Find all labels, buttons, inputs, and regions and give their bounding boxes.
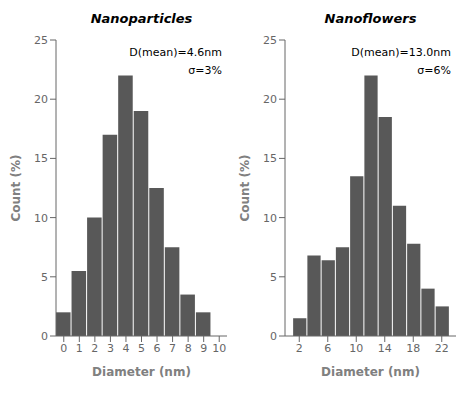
svg-text:22: 22 [435, 342, 449, 355]
svg-text:8: 8 [185, 342, 192, 355]
svg-text:3: 3 [107, 342, 114, 355]
html-text:Nanoflowers: Nanoflowers [324, 11, 417, 26]
svg-text:9: 9 [200, 342, 207, 355]
svg-text:0: 0 [41, 330, 48, 343]
svg-text:25: 25 [263, 34, 277, 47]
svg-text:2: 2 [91, 342, 98, 355]
svg-text:1: 1 [76, 342, 83, 355]
svg-text:25: 25 [34, 34, 48, 47]
svg-text:10: 10 [349, 342, 363, 355]
svg-text:10: 10 [212, 342, 226, 355]
svg-text:2: 2 [296, 342, 303, 355]
svg-text:6: 6 [324, 342, 331, 355]
svg-text:10: 10 [34, 212, 48, 225]
svg-text:20: 20 [34, 93, 48, 106]
svg-text:Count (%): Count (%) [9, 154, 23, 221]
html-text:D(mean)=13.0nm: D(mean)=13.0nm [351, 46, 451, 59]
svg-text:7: 7 [169, 342, 176, 355]
svg-text:5: 5 [138, 342, 145, 355]
svg-text:Diameter (nm): Diameter (nm) [92, 365, 191, 379]
svg-text:18: 18 [406, 342, 420, 355]
svg-text:4: 4 [122, 342, 129, 355]
svg-text:20: 20 [263, 93, 277, 106]
svg-text:10: 10 [263, 212, 277, 225]
svg-text:0: 0 [60, 342, 67, 355]
html-text:σ=3%: σ=3% [188, 63, 222, 77]
svg-text:15: 15 [263, 152, 277, 165]
svg-text:0: 0 [270, 330, 277, 343]
html-text:D(mean)=4.6nm: D(mean)=4.6nm [129, 46, 222, 59]
svg-text:15: 15 [34, 152, 48, 165]
svg-text:5: 5 [270, 271, 277, 284]
html-text:Nanoparticles: Nanoparticles [90, 11, 193, 26]
svg-text:14: 14 [378, 342, 392, 355]
svg-text:Diameter (nm): Diameter (nm) [321, 365, 420, 379]
html-text:σ=6%: σ=6% [417, 63, 451, 77]
svg-text:Count (%): Count (%) [238, 154, 252, 221]
svg-text:5: 5 [41, 271, 48, 284]
svg-text:6: 6 [154, 342, 161, 355]
